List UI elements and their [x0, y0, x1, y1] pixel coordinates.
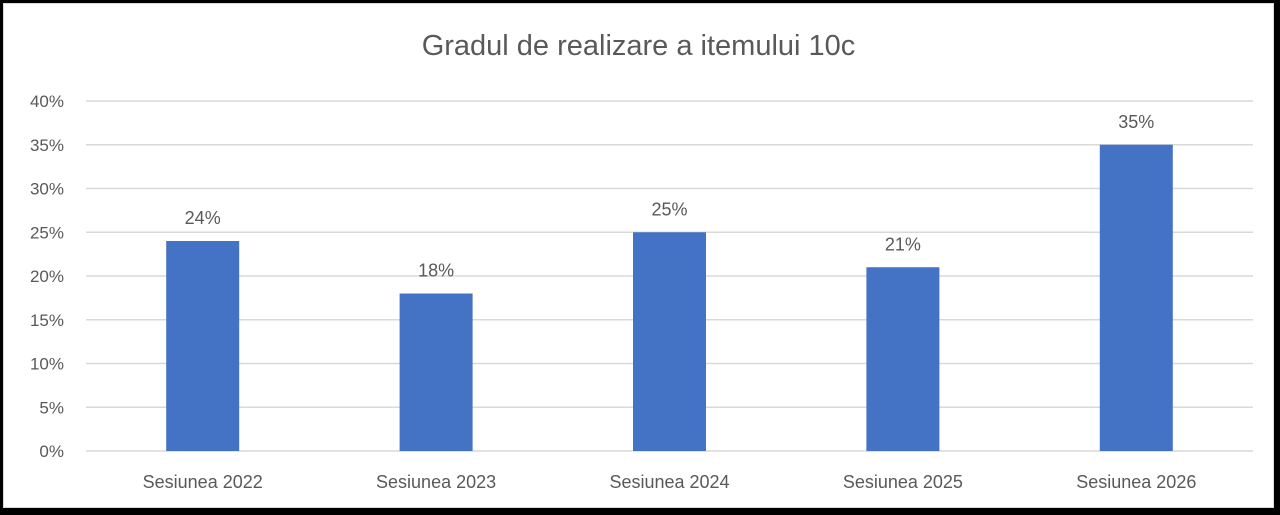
- data-label: 21%: [885, 234, 921, 254]
- y-tick-label: 40%: [30, 92, 64, 111]
- x-tick-label: Sesiunea 2024: [609, 472, 729, 492]
- y-tick-label: 35%: [30, 136, 64, 155]
- data-label: 18%: [418, 261, 454, 281]
- chart-area: Gradul de realizare a itemului 10c 0% 5% 1…: [3, 3, 1274, 508]
- x-tick-label: Sesiunea 2026: [1076, 472, 1196, 492]
- x-tick-label: Sesiunea 2025: [843, 472, 963, 492]
- bar: [1099, 144, 1173, 451]
- y-tick-label: 15%: [30, 311, 64, 330]
- y-tick-label: 5%: [39, 398, 64, 417]
- data-label: 24%: [185, 208, 221, 228]
- y-tick-label: 25%: [30, 223, 64, 242]
- plot-area: 0% 5% 10% 15% 20% 25% 30% 35% 40% 24% Sesiunea 202…: [30, 92, 1253, 492]
- data-label: 25%: [651, 199, 687, 219]
- data-label: 35%: [1118, 112, 1154, 132]
- y-tick-label: 0%: [39, 442, 64, 461]
- x-tick-label: Sesiunea 2022: [143, 472, 263, 492]
- chart-title: Gradul de realizare a itemului 10c: [421, 30, 856, 62]
- y-tick-label: 30%: [30, 180, 64, 199]
- bar: [866, 267, 940, 451]
- y-tick-label: 10%: [30, 355, 64, 374]
- bar: [166, 241, 240, 451]
- bar: [399, 293, 473, 451]
- x-tick-label: Sesiunea 2023: [376, 472, 496, 492]
- bar: [633, 232, 706, 451]
- y-tick-label: 20%: [30, 267, 64, 286]
